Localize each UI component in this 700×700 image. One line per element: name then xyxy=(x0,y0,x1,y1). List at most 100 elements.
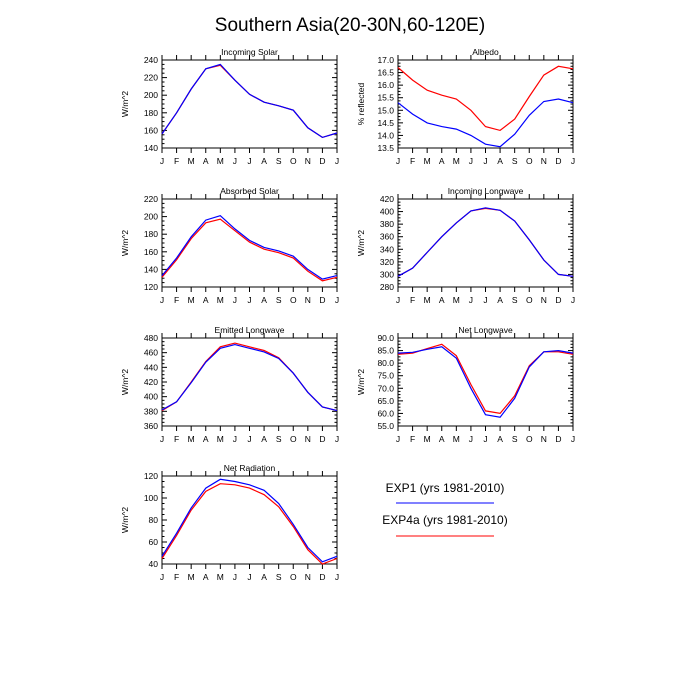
x-tick-label: N xyxy=(305,434,311,444)
panel-title: Incoming Solar xyxy=(221,47,278,57)
series-line-exp1 xyxy=(397,98,574,148)
x-tick-label: A xyxy=(261,156,267,166)
x-tick-label: J xyxy=(233,572,237,582)
x-tick-label: J xyxy=(247,572,251,582)
y-tick-label: 80.0 xyxy=(377,358,394,368)
x-tick-label: A xyxy=(497,156,503,166)
x-tick-label: O xyxy=(526,156,533,166)
x-tick-label: N xyxy=(305,295,311,305)
x-tick-label: N xyxy=(305,572,311,582)
y-tick-label: 13.5 xyxy=(377,143,394,153)
x-tick-label: J xyxy=(233,156,237,166)
panel-5: Net Longwave W/m^2 55.0 60.0 65.0 70.0 75.0 80.… xyxy=(356,325,575,444)
legend-label: EXP1 (yrs 1981-2010) xyxy=(386,481,505,495)
x-tick-label: S xyxy=(512,295,518,305)
y-tick-label: 340 xyxy=(380,244,394,254)
x-tick-label: J xyxy=(335,572,339,582)
x-tick-label: M xyxy=(217,572,224,582)
y-tick-label: 220 xyxy=(144,73,158,83)
x-tick-label: J xyxy=(396,156,400,166)
x-tick-label: M xyxy=(217,156,224,166)
x-tick-label: D xyxy=(319,434,325,444)
x-tick-label: F xyxy=(410,156,415,166)
x-tick-label: M xyxy=(453,295,460,305)
y-tick-label: 160 xyxy=(144,247,158,257)
legend: EXP1 (yrs 1981-2010) EXP4a (yrs 1981-2010… xyxy=(382,481,508,537)
x-tick-label: M xyxy=(453,434,460,444)
y-tick-label: 80 xyxy=(149,515,159,525)
x-tick-label: D xyxy=(555,295,561,305)
x-tick-label: J xyxy=(396,295,400,305)
x-tick-label: A xyxy=(439,434,445,444)
x-tick-label: J xyxy=(247,295,251,305)
y-tick-label: 17.0 xyxy=(377,55,394,65)
x-tick-label: M xyxy=(424,156,431,166)
plot-frame xyxy=(161,337,338,427)
x-tick-label: D xyxy=(319,156,325,166)
x-tick-label: J xyxy=(469,434,473,444)
figure-title: Southern Asia(20-30N,60-120E) xyxy=(215,15,485,36)
x-tick-label: J xyxy=(160,572,164,582)
y-tick-label: 15.5 xyxy=(377,93,394,103)
y-tick-label: 400 xyxy=(144,392,158,402)
y-tick-label: 200 xyxy=(144,90,158,100)
y-tick-label: 480 xyxy=(144,333,158,343)
y-axis-label: % reflected xyxy=(356,82,366,125)
y-tick-label: 40 xyxy=(149,559,159,569)
x-tick-label: J xyxy=(483,156,487,166)
x-tick-label: F xyxy=(174,295,179,305)
x-tick-label: F xyxy=(174,434,179,444)
y-tick-label: 460 xyxy=(144,348,158,358)
y-tick-label: 100 xyxy=(144,493,158,503)
y-tick-label: 140 xyxy=(144,143,158,153)
x-tick-label: O xyxy=(290,156,297,166)
x-tick-label: J xyxy=(469,295,473,305)
y-tick-label: 160 xyxy=(144,125,158,135)
y-axis-label: W/m^2 xyxy=(120,507,130,533)
series-line-exp4a xyxy=(397,65,574,132)
y-tick-label: 15.0 xyxy=(377,105,394,115)
panel-title: Incoming Longwave xyxy=(448,186,524,196)
panel-1: Albedo % reflected 13.5 14.0 14.5 15.0 15.5 16.… xyxy=(356,47,575,166)
x-tick-label: J xyxy=(469,156,473,166)
y-axis-label: W/m^2 xyxy=(120,91,130,117)
y-tick-label: 75.0 xyxy=(377,371,394,381)
y-tick-label: 380 xyxy=(380,219,394,229)
x-tick-label: A xyxy=(203,434,209,444)
x-tick-label: N xyxy=(541,156,547,166)
y-tick-label: 140 xyxy=(144,264,158,274)
x-tick-label: M xyxy=(453,156,460,166)
y-tick-label: 90.0 xyxy=(377,333,394,343)
x-tick-label: D xyxy=(555,156,561,166)
x-tick-label: F xyxy=(410,434,415,444)
y-tick-label: 420 xyxy=(144,377,158,387)
x-tick-label: J xyxy=(335,156,339,166)
y-tick-label: 360 xyxy=(144,421,158,431)
plot-frame xyxy=(397,198,574,288)
x-tick-label: J xyxy=(233,295,237,305)
x-tick-label: J xyxy=(571,156,575,166)
x-tick-label: N xyxy=(541,434,547,444)
x-tick-label: J xyxy=(233,434,237,444)
y-tick-label: 85.0 xyxy=(377,346,394,356)
x-tick-label: O xyxy=(526,295,533,305)
y-tick-label: 60 xyxy=(149,537,159,547)
x-tick-label: O xyxy=(290,572,297,582)
x-tick-label: F xyxy=(174,156,179,166)
y-tick-label: 200 xyxy=(144,212,158,222)
y-axis-label: W/m^2 xyxy=(120,369,130,395)
series-line-exp1 xyxy=(397,346,574,418)
y-tick-label: 16.0 xyxy=(377,80,394,90)
legend-label: EXP4a (yrs 1981-2010) xyxy=(382,513,507,527)
x-tick-label: J xyxy=(483,295,487,305)
x-tick-label: M xyxy=(188,295,195,305)
x-tick-label: A xyxy=(203,572,209,582)
panel-title: Emitted Longwave xyxy=(215,325,285,335)
x-tick-label: J xyxy=(247,434,251,444)
y-tick-label: 440 xyxy=(144,362,158,372)
x-tick-label: M xyxy=(424,434,431,444)
y-tick-label: 400 xyxy=(380,207,394,217)
